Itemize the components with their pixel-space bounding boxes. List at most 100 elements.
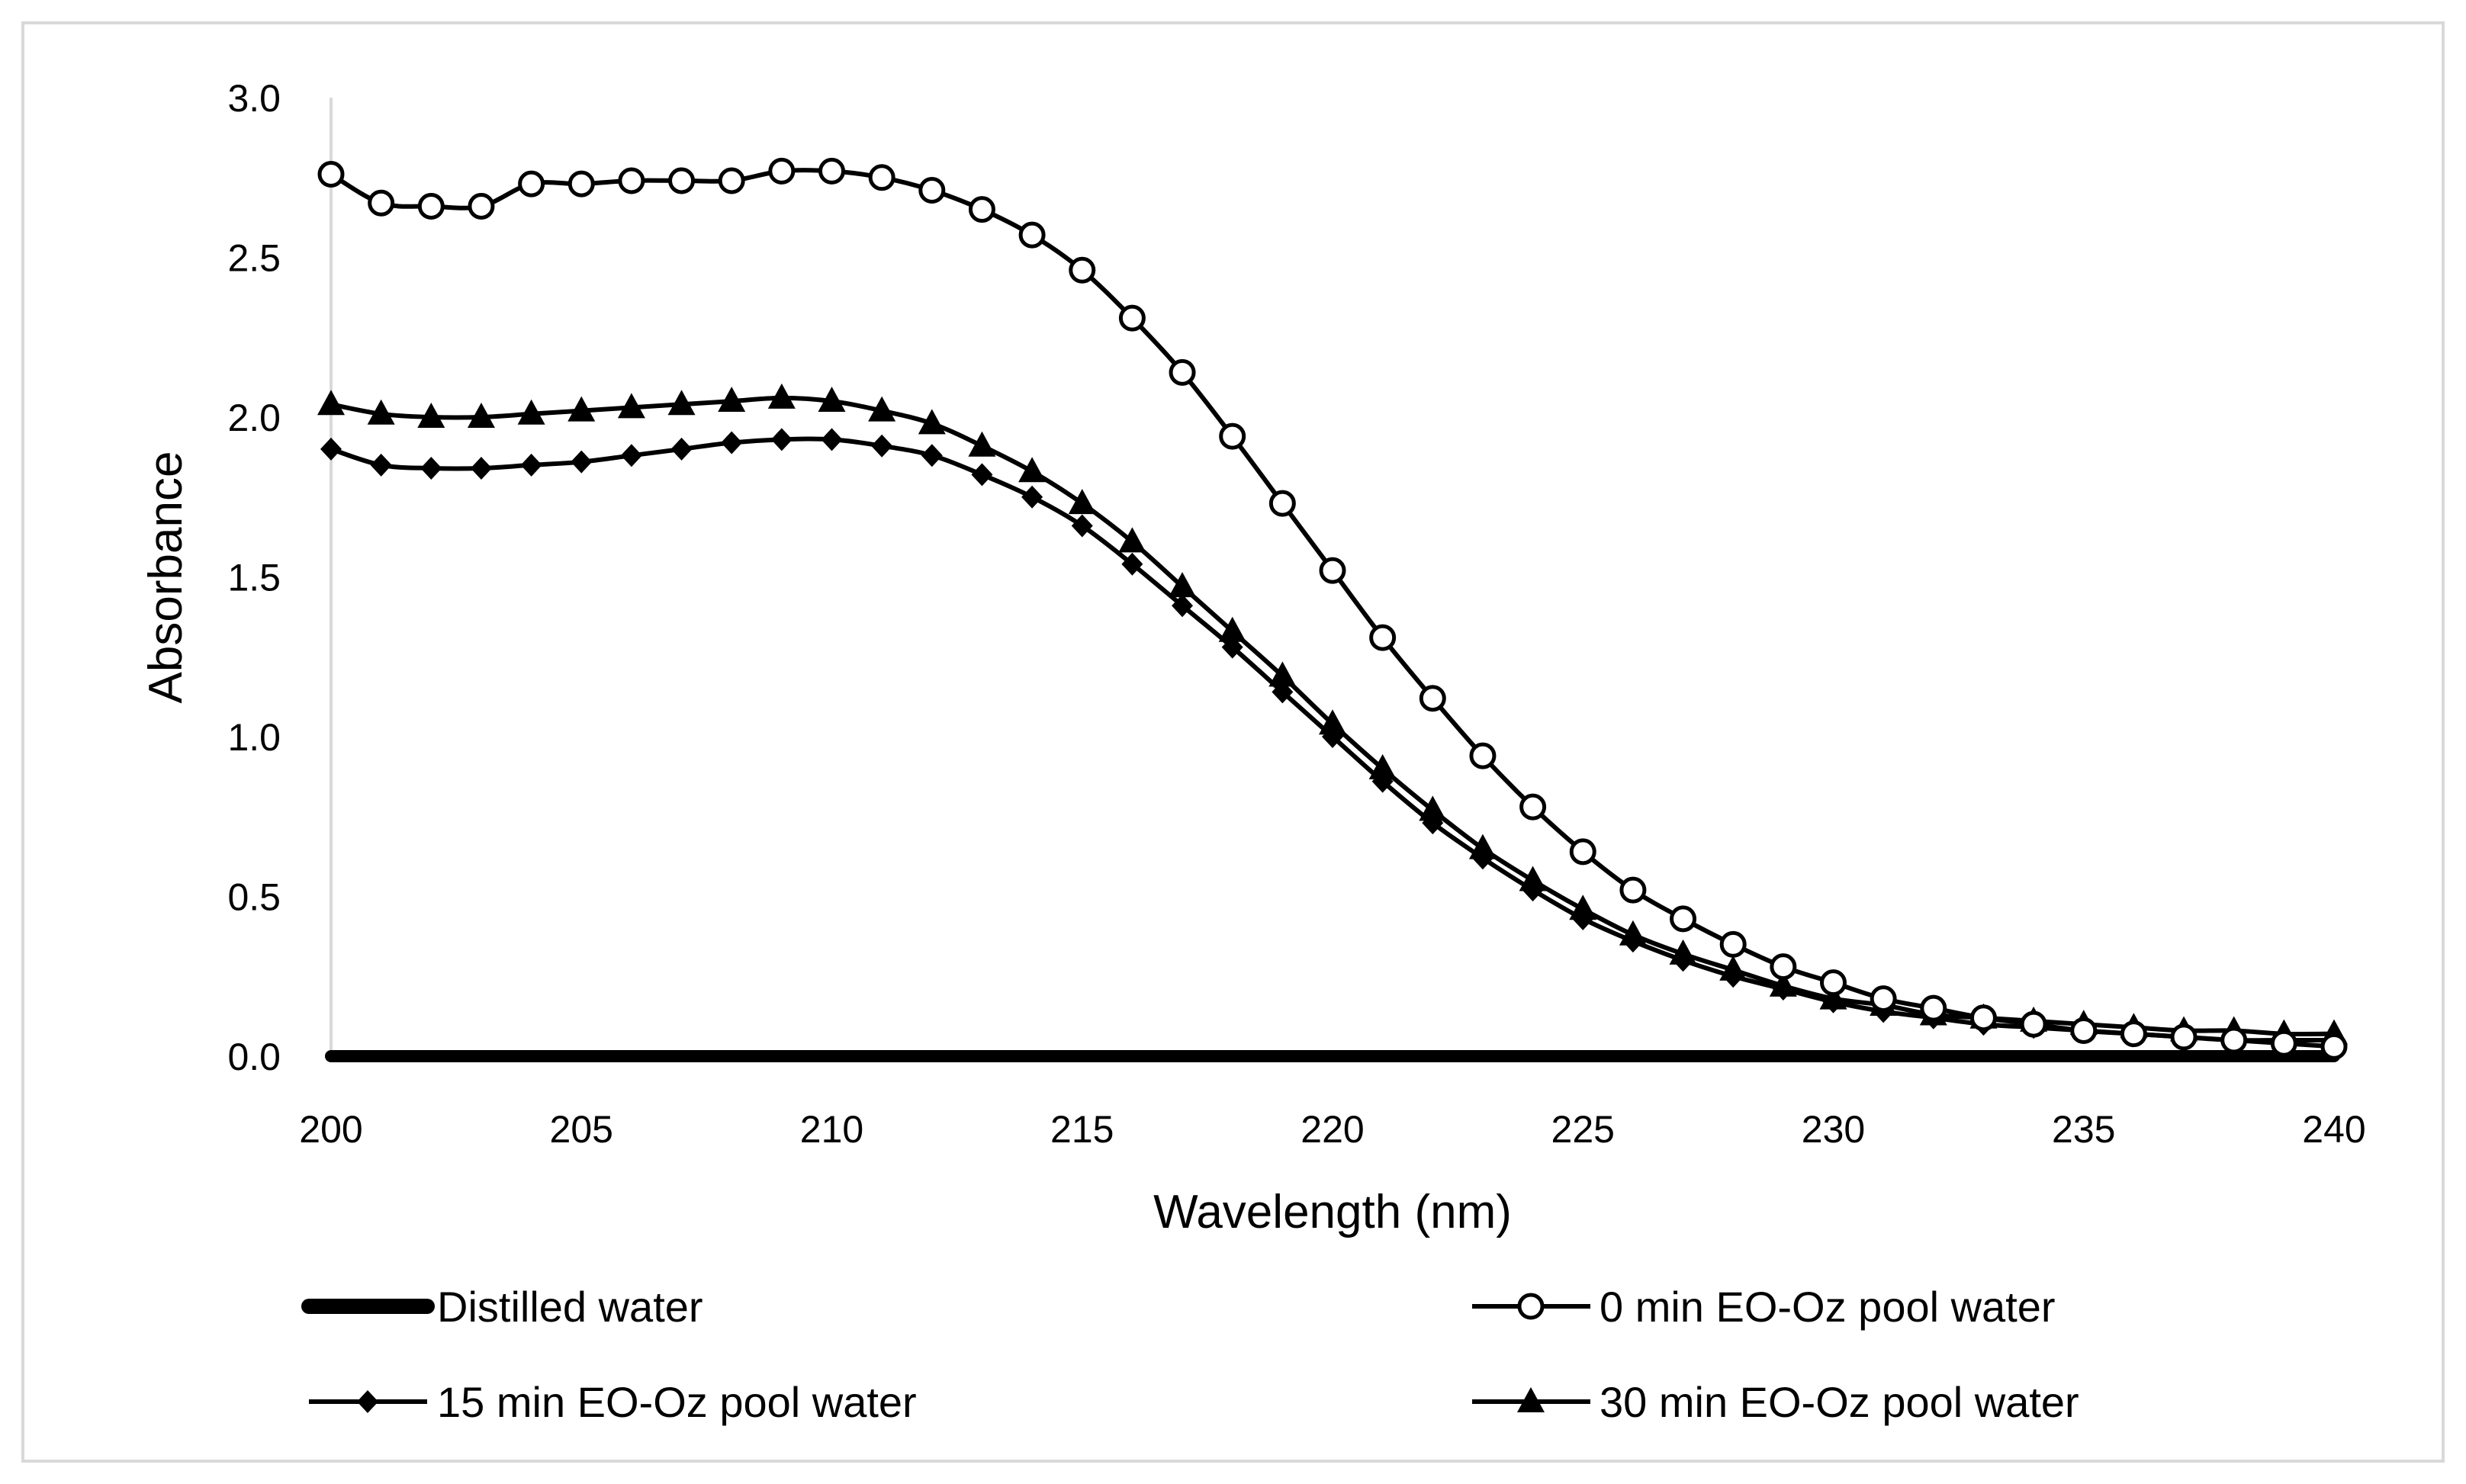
data-point-open-circle xyxy=(1018,221,1046,249)
data-point-triangle xyxy=(818,387,846,413)
legend-item-15-min[interactable]: 15 min EO-Oz pool water xyxy=(309,1378,917,1426)
data-point-open-circle xyxy=(868,164,895,191)
data-point-diamond xyxy=(571,450,593,474)
data-point-diamond xyxy=(520,453,542,477)
data-point-triangle xyxy=(1319,709,1346,735)
data-point-triangle xyxy=(868,396,896,422)
data-point-triangle xyxy=(1169,572,1197,598)
data-point-open-circle xyxy=(1319,557,1346,584)
y-tick-label: 3.0 xyxy=(227,77,281,120)
data-point-triangle xyxy=(1468,834,1497,859)
data-point-triangle xyxy=(1018,457,1047,483)
data-point-triangle xyxy=(767,383,796,409)
series-0-min-eo-oz-pool-water xyxy=(317,157,2348,1060)
data-point-diamond xyxy=(620,444,642,467)
data-point-diamond xyxy=(1172,594,1194,618)
data-point-open-circle xyxy=(567,170,595,198)
data-point-open-circle xyxy=(518,170,545,198)
data-point-open-circle xyxy=(2020,1010,2047,1038)
data-point-triangle xyxy=(1368,753,1397,779)
data-point-triangle xyxy=(567,396,596,422)
series-layer xyxy=(317,157,2348,1063)
data-point-open-circle xyxy=(818,157,845,185)
data-point-triangle xyxy=(718,387,746,413)
x-axis-title: Wavelength (nm) xyxy=(1153,1186,1512,1238)
data-point-open-circle xyxy=(2320,1033,2348,1060)
data-point-triangle xyxy=(667,390,696,416)
legend-label-0-min: 0 min EO-Oz pool water xyxy=(1600,1283,2056,1331)
data-point-open-circle xyxy=(1719,930,1747,958)
data-point-open-circle xyxy=(2220,1026,2248,1054)
data-point-open-circle xyxy=(1569,838,1596,866)
legend-item-0-min[interactable]: 0 min EO-Oz pool water xyxy=(1472,1283,2056,1331)
data-point-diamond xyxy=(721,431,743,455)
data-point-diamond xyxy=(1071,514,1093,538)
data-point-diamond xyxy=(670,437,693,461)
data-point-open-circle xyxy=(918,177,946,204)
series-15-min-eo-oz-pool-water xyxy=(320,428,2345,1052)
data-point-triangle xyxy=(517,399,545,425)
y-tick-label: 2.5 xyxy=(227,237,281,280)
data-point-diamond xyxy=(971,463,993,487)
legend-marker-triangle xyxy=(1517,1387,1545,1412)
data-point-triangle xyxy=(1619,920,1647,946)
legend-item-30-min[interactable]: 30 min EO-Oz pool water xyxy=(1472,1378,2079,1426)
data-point-diamond xyxy=(921,444,943,467)
data-point-triangle xyxy=(617,393,645,419)
data-point-diamond xyxy=(770,428,793,451)
data-point-diamond xyxy=(1021,485,1043,509)
legend-marker-diamond xyxy=(357,1390,378,1413)
data-point-triangle xyxy=(317,390,345,416)
legend-label-distilled-water: Distilled water xyxy=(437,1283,703,1331)
x-tick-label: 235 xyxy=(2052,1108,2115,1151)
x-tick-label: 230 xyxy=(1802,1108,1865,1151)
data-point-diamond xyxy=(1371,769,1394,793)
data-point-open-circle xyxy=(1469,742,1497,769)
x-tick-label: 220 xyxy=(1301,1108,1364,1151)
data-point-open-circle xyxy=(1920,994,1947,1022)
data-point-open-circle xyxy=(1619,876,1647,904)
data-point-diamond xyxy=(420,457,442,480)
y-tick-label: 1.0 xyxy=(227,716,281,759)
y-tick-label: 0.5 xyxy=(227,876,281,919)
data-point-triangle xyxy=(1118,527,1146,553)
data-point-triangle xyxy=(1719,955,1747,981)
x-tick-label: 200 xyxy=(299,1108,362,1151)
data-point-open-circle xyxy=(1969,1004,1997,1032)
data-point-triangle xyxy=(1519,866,1547,891)
data-point-open-circle xyxy=(768,157,796,185)
data-point-open-circle xyxy=(1519,793,1547,821)
chart-frame xyxy=(21,21,2445,1463)
legend-label-30-min: 30 min EO-Oz pool water xyxy=(1600,1378,2079,1426)
data-point-open-circle xyxy=(368,189,395,217)
y-tick-label: 2.0 xyxy=(227,397,281,439)
data-point-diamond xyxy=(1121,552,1143,576)
x-tick-label: 215 xyxy=(1050,1108,1114,1151)
data-point-triangle xyxy=(1218,616,1246,642)
data-point-triangle xyxy=(968,431,996,457)
data-point-open-circle xyxy=(468,192,495,220)
data-point-diamond xyxy=(470,457,492,480)
data-point-open-circle xyxy=(2270,1029,2297,1057)
data-point-open-circle xyxy=(2170,1023,2198,1051)
data-point-triangle xyxy=(417,403,445,428)
data-point-open-circle xyxy=(1268,490,1296,517)
data-point-triangle xyxy=(367,399,395,425)
data-point-open-circle xyxy=(2070,1017,2098,1044)
data-point-open-circle xyxy=(1870,985,1897,1013)
data-point-triangle xyxy=(1669,939,1697,965)
legend-item-distilled-water[interactable]: Distilled water xyxy=(301,1283,703,1331)
data-point-open-circle xyxy=(968,196,995,223)
y-tick-labels: 0.0 0.5 1.0 1.5 2.0 2.5 3.0 xyxy=(227,77,281,1078)
x-tick-labels: 200 205 210 215 220 225 230 235 240 xyxy=(299,1108,2365,1151)
data-point-open-circle xyxy=(1069,256,1096,284)
y-axis-title: Absorbance xyxy=(140,451,192,704)
data-point-open-circle xyxy=(317,161,345,188)
data-point-triangle xyxy=(1419,795,1447,821)
data-point-open-circle xyxy=(2120,1020,2147,1048)
x-tick-label: 225 xyxy=(1551,1108,1615,1151)
data-point-triangle xyxy=(918,409,946,435)
x-tick-label: 210 xyxy=(800,1108,863,1151)
data-point-diamond xyxy=(370,453,392,477)
